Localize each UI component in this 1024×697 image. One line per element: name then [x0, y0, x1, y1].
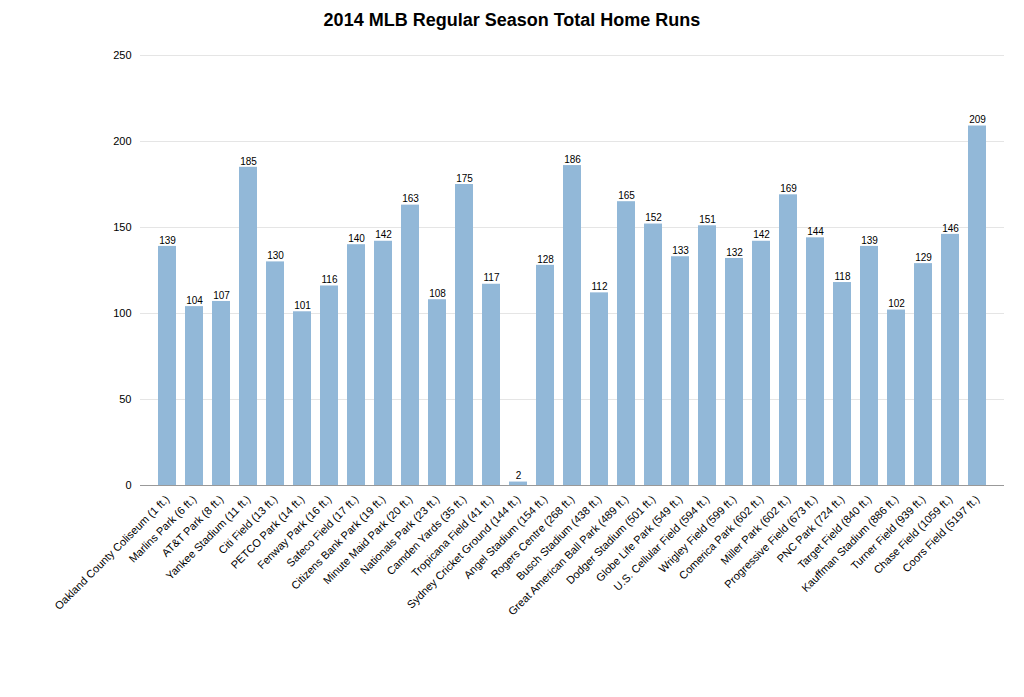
svg-text:Comerica Park (602 ft.): Comerica Park (602 ft.)	[676, 492, 766, 582]
svg-text:Citizens Bank Park (19 ft.): Citizens Bank Park (19 ft.)	[288, 492, 388, 592]
svg-text:Tropicana Field (41 ft.): Tropicana Field (41 ft.)	[409, 492, 496, 580]
svg-text:186: 186	[564, 154, 581, 165]
svg-text:U.S. Cellular Field (594 ft.): U.S. Cellular Field (594 ft.)	[611, 492, 712, 593]
svg-text:151: 151	[699, 214, 716, 225]
svg-text:139: 139	[159, 235, 176, 246]
svg-text:Turner Field (939 ft.): Turner Field (939 ft.)	[848, 492, 928, 572]
svg-text:Great American Ball Park (489: Great American Ball Park (489 ft.)	[506, 493, 631, 618]
svg-text:Citi Field (13 ft.): Citi Field (13 ft.)	[216, 492, 280, 557]
svg-text:209: 209	[969, 114, 986, 125]
svg-text:PETCO Park (14 ft.): PETCO Park (14 ft.)	[228, 492, 307, 571]
svg-text:Coors Field (5197 ft.): Coors Field (5197 ft.)	[900, 493, 982, 575]
svg-text:102: 102	[888, 298, 905, 309]
svg-text:Fenway Park (16 ft.): Fenway Park (16 ft.)	[254, 492, 334, 572]
svg-text:142: 142	[753, 229, 770, 240]
svg-text:165: 165	[618, 190, 635, 201]
svg-text:163: 163	[402, 193, 419, 204]
svg-text:Dodger Stadium (501 ft.): Dodger Stadium (501 ft.)	[563, 492, 658, 587]
svg-text:Rogers Centre (268 ft.): Rogers Centre (268 ft.)	[488, 492, 577, 581]
svg-text:117: 117	[484, 272, 500, 283]
svg-text:175: 175	[456, 173, 473, 184]
svg-text:Sydney Cricket Ground (144 ft.: Sydney Cricket Ground (144 ft.)	[405, 493, 523, 611]
svg-text:Chase Field (1059 ft.): Chase Field (1059 ft.)	[871, 492, 955, 576]
svg-text:Minute Maid Park (20 ft.): Minute Maid Park (20 ft.)	[320, 492, 415, 587]
svg-text:142: 142	[375, 229, 392, 240]
svg-text:Oakland County Coliseum (1 ft.: Oakland County Coliseum (1 ft.)	[52, 493, 171, 612]
svg-text:Globe Life Park (549 ft.): Globe Life Park (549 ft.)	[593, 492, 685, 584]
svg-text:Progressive Field (673 ft.): Progressive Field (673 ft.)	[721, 492, 820, 591]
svg-text:Camden Yards (35 ft.): Camden Yards (35 ft.)	[384, 492, 469, 577]
svg-text:140: 140	[348, 233, 365, 244]
svg-text:Busch Stadium (438 ft.): Busch Stadium (438 ft.)	[513, 492, 604, 583]
svg-text:Miller Park (602 ft.): Miller Park (602 ft.)	[718, 492, 793, 567]
html-text:2014 MLB Regular Season Total: 2014 MLB Regular Season Total Home Runs	[323, 10, 701, 30]
svg-text:150: 150	[113, 221, 131, 233]
svg-text:Kauffman Stadium (886 ft.): Kauffman Stadium (886 ft.)	[799, 492, 901, 595]
svg-text:AT&T Park (8 ft.): AT&T Park (8 ft.)	[159, 492, 226, 559]
svg-text:PNC Park (724 ft.): PNC Park (724 ft.)	[774, 492, 847, 565]
svg-text:133: 133	[672, 245, 689, 256]
svg-text:50: 50	[119, 393, 131, 405]
svg-text:108: 108	[429, 288, 446, 299]
svg-text:101: 101	[294, 300, 311, 311]
svg-text:104: 104	[186, 295, 203, 306]
svg-text:Nationals Park (23 ft.): Nationals Park (23 ft.)	[357, 492, 442, 577]
svg-text:2: 2	[516, 470, 522, 481]
svg-text:Marlins Park (6 ft.): Marlins Park (6 ft.)	[126, 492, 199, 565]
svg-text:Target Field (840 ft.): Target Field (840 ft.)	[795, 492, 874, 571]
svg-text:116: 116	[322, 274, 338, 285]
svg-text:0: 0	[125, 479, 131, 491]
svg-text:130: 130	[267, 250, 284, 261]
svg-text:Wrigley Field (599 ft.): Wrigley Field (599 ft.)	[656, 492, 739, 575]
svg-text:118: 118	[835, 271, 851, 282]
svg-text:144: 144	[807, 226, 824, 237]
svg-text:100: 100	[113, 307, 131, 319]
svg-text:128: 128	[537, 254, 554, 265]
svg-text:Yankee Stadium (11 ft.): Yankee Stadium (11 ft.)	[163, 492, 253, 582]
svg-text:250: 250	[113, 49, 131, 61]
svg-text:185: 185	[240, 156, 257, 167]
svg-text:Angel Stadium (154 ft.): Angel Stadium (154 ft.)	[461, 492, 550, 581]
svg-text:139: 139	[861, 235, 878, 246]
svg-text:132: 132	[726, 247, 743, 258]
svg-text:129: 129	[915, 252, 932, 263]
svg-text:200: 200	[113, 135, 131, 147]
svg-text:169: 169	[780, 183, 797, 194]
svg-text:146: 146	[942, 223, 959, 234]
svg-text:112: 112	[592, 281, 608, 292]
svg-text:Safeco Field (17 ft.): Safeco Field (17 ft.)	[284, 492, 361, 570]
svg-text:107: 107	[213, 290, 230, 301]
svg-text:152: 152	[645, 212, 662, 223]
